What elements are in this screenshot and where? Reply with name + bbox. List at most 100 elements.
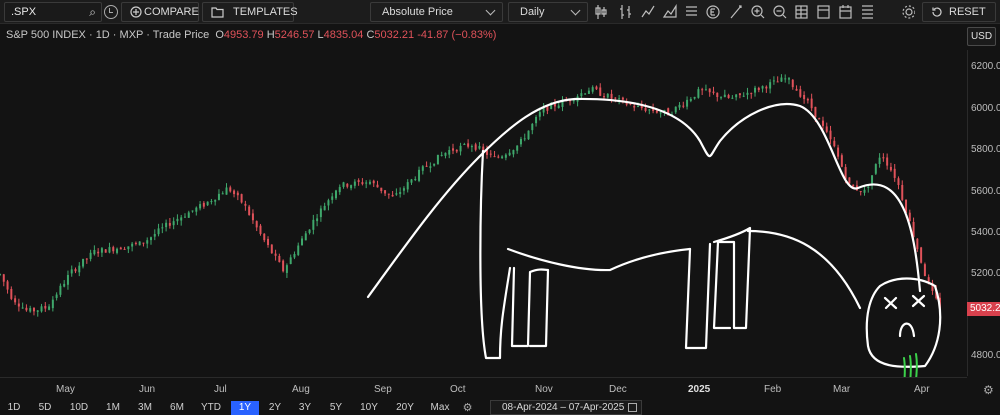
- candle-body: [821, 120, 824, 126]
- candle-body: [429, 166, 432, 168]
- candle-body: [342, 182, 345, 187]
- layout-icon[interactable]: [795, 5, 808, 19]
- change-value: -41.87 (−0.83%): [417, 29, 497, 41]
- date-range-value: 08-Apr-2024 – 07-Apr-2025: [502, 402, 625, 413]
- candle-body: [754, 87, 757, 93]
- range-button-6m[interactable]: 6M: [170, 402, 184, 413]
- date-range-field[interactable]: 08-Apr-2024 – 07-Apr-2025: [490, 400, 642, 415]
- open-value: 4953.79: [223, 29, 264, 41]
- range-button-1d[interactable]: 1D: [7, 402, 21, 413]
- range-settings-icon[interactable]: ⚙: [462, 402, 473, 414]
- candle-body: [82, 258, 85, 267]
- candlestick-icon[interactable]: [595, 5, 607, 19]
- candle-body: [251, 213, 254, 221]
- zoom-in-icon[interactable]: [751, 5, 765, 19]
- candle-body: [787, 78, 790, 80]
- candle-body: [829, 130, 832, 140]
- range-button-10y[interactable]: 10Y: [360, 402, 378, 413]
- candle-body: [304, 233, 307, 241]
- candle-body: [652, 107, 655, 112]
- price-label: 5200.00: [971, 268, 1000, 279]
- candle-body: [36, 310, 39, 312]
- currency-badge[interactable]: USD: [967, 27, 996, 46]
- candle-body: [402, 188, 405, 191]
- range-button-ytd[interactable]: YTD: [201, 402, 221, 413]
- candle-body: [357, 180, 360, 182]
- compare-icon[interactable]: [686, 6, 697, 16]
- candle-body: [531, 123, 534, 131]
- camel-belly: [506, 247, 692, 272]
- candle-body: [463, 144, 466, 146]
- line-chart-icon[interactable]: [641, 5, 655, 18]
- interval-value: Daily: [520, 6, 545, 18]
- candle-body: [380, 187, 383, 192]
- range-button-2y[interactable]: 2Y: [268, 402, 282, 413]
- axis-settings-icon[interactable]: ⚙: [983, 383, 994, 397]
- candle-body: [621, 97, 624, 100]
- drawing-icon[interactable]: [730, 5, 742, 19]
- candle-body: [406, 182, 409, 190]
- settings-icon[interactable]: [902, 5, 915, 19]
- range-button-10d[interactable]: 10D: [69, 402, 89, 413]
- price-label: 6000.00: [971, 103, 1000, 114]
- candle-body: [489, 153, 492, 155]
- events-icon[interactable]: [706, 5, 720, 19]
- bar-chart-icon[interactable]: [620, 5, 631, 19]
- history-icon[interactable]: [104, 5, 118, 19]
- zoom-out-icon[interactable]: [773, 5, 787, 19]
- candle-body: [150, 237, 153, 241]
- calendar-icon[interactable]: [628, 403, 637, 412]
- range-button-max[interactable]: Max: [430, 402, 450, 413]
- price-label: 5400.00: [971, 227, 1000, 238]
- calendar-icon[interactable]: [839, 5, 852, 19]
- candle-body: [66, 275, 69, 285]
- range-button-1m[interactable]: 1M: [106, 402, 120, 413]
- candle-body: [825, 126, 828, 132]
- area-chart-icon[interactable]: [662, 4, 677, 18]
- candle-body: [59, 285, 62, 295]
- candle-body: [421, 166, 424, 171]
- range-button-3m[interactable]: 3M: [138, 402, 152, 413]
- compare-button[interactable]: COMPARE: [121, 2, 199, 22]
- candle-body: [569, 100, 572, 102]
- candle-body: [440, 154, 443, 156]
- candle-body: [716, 92, 719, 97]
- time-axis[interactable]: [0, 377, 967, 399]
- candle-body: [863, 189, 866, 193]
- range-button-5y[interactable]: 5Y: [329, 402, 343, 413]
- open-label: O: [215, 29, 224, 41]
- range-button-20y[interactable]: 20Y: [396, 402, 414, 413]
- range-button-3y[interactable]: 3Y: [298, 402, 312, 413]
- candle-body: [104, 249, 107, 253]
- price-chart[interactable]: [0, 46, 967, 377]
- symbol-search-input[interactable]: .SPX ⌕: [4, 2, 102, 22]
- price-type-select[interactable]: Absolute Price: [370, 2, 503, 22]
- candle-body: [301, 238, 304, 246]
- candle-body: [74, 269, 77, 272]
- candle-body: [467, 143, 470, 147]
- candle-body: [776, 81, 779, 83]
- grid-icon[interactable]: [862, 5, 873, 19]
- candle-body: [418, 169, 421, 181]
- candle-body: [667, 108, 670, 116]
- candle-body: [803, 95, 806, 100]
- table-icon[interactable]: [817, 5, 830, 19]
- reset-button[interactable]: RESET: [922, 2, 996, 22]
- candle-body: [810, 98, 813, 109]
- range-button-1y[interactable]: 1Y: [231, 401, 259, 415]
- templates-button[interactable]: TEMPLATES: [202, 2, 298, 22]
- price-axis[interactable]: [967, 50, 1000, 376]
- search-icon[interactable]: ⌕: [89, 5, 96, 19]
- range-button-5d[interactable]: 5D: [38, 402, 52, 413]
- plus-circle-icon: [130, 6, 142, 18]
- candle-body: [278, 255, 281, 263]
- camel-mouth: [898, 322, 916, 338]
- candle-body: [112, 247, 115, 252]
- candle-body: [731, 97, 734, 99]
- candle-body: [769, 82, 772, 89]
- candle-body: [735, 94, 738, 98]
- close-value: 5032.21: [374, 29, 415, 41]
- candle-body: [157, 228, 160, 235]
- interval-select[interactable]: Daily: [508, 2, 588, 22]
- candle-body: [629, 103, 632, 105]
